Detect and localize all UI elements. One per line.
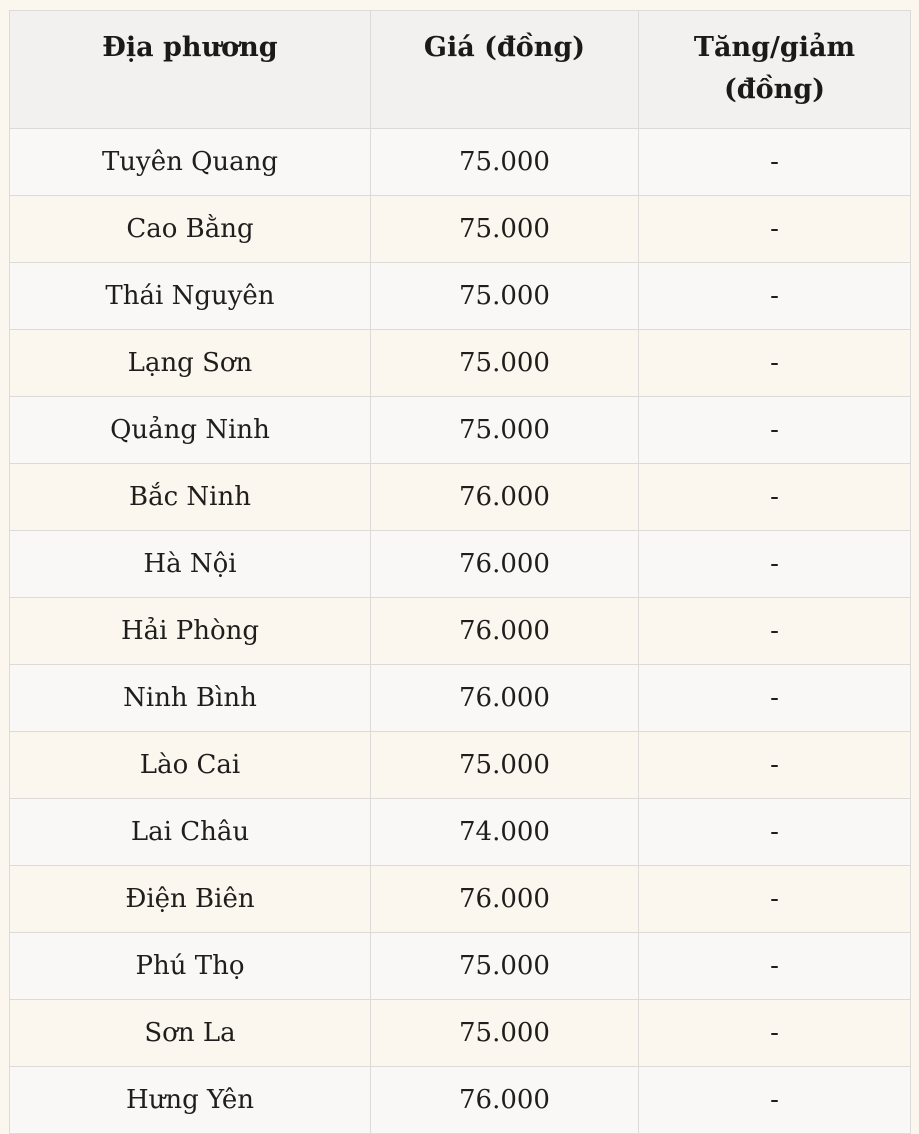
table-row: Bắc Ninh 76.000 - <box>9 463 911 531</box>
table-row: Ninh Bình 76.000 - <box>9 664 911 732</box>
cell-change: - <box>638 463 911 531</box>
cell-price: 76.000 <box>370 1066 639 1134</box>
table-row: Lạng Sơn 75.000 - <box>9 329 911 397</box>
table-body: Tuyên Quang 75.000 - Cao Bằng 75.000 - T… <box>9 128 911 1134</box>
col-header-price: Giá (đồng) <box>370 10 639 129</box>
price-table: Địa phương Giá (đồng) Tăng/giảm (đồng) T… <box>9 10 911 1134</box>
table-row: Lai Châu 74.000 - <box>9 798 911 866</box>
cell-price: 76.000 <box>370 463 639 531</box>
cell-price: 75.000 <box>370 932 639 1000</box>
col-header-change: Tăng/giảm (đồng) <box>638 10 911 129</box>
cell-locality: Điện Biên <box>9 865 371 933</box>
cell-change: - <box>638 329 911 397</box>
col-header-locality: Địa phương <box>9 10 371 129</box>
cell-change: - <box>638 664 911 732</box>
cell-change: - <box>638 128 911 196</box>
cell-change: - <box>638 195 911 263</box>
cell-change: - <box>638 999 911 1067</box>
cell-price: 76.000 <box>370 530 639 598</box>
cell-price: 76.000 <box>370 664 639 732</box>
cell-price: 76.000 <box>370 865 639 933</box>
cell-price: 75.000 <box>370 999 639 1067</box>
cell-price: 75.000 <box>370 731 639 799</box>
table-row: Hưng Yên 76.000 - <box>9 1066 911 1134</box>
cell-price: 76.000 <box>370 597 639 665</box>
table-row: Cao Bằng 75.000 - <box>9 195 911 263</box>
cell-locality: Sơn La <box>9 999 371 1067</box>
cell-price: 75.000 <box>370 195 639 263</box>
cell-price: 75.000 <box>370 329 639 397</box>
cell-change: - <box>638 262 911 330</box>
table-row: Thái Nguyên 75.000 - <box>9 262 911 330</box>
cell-locality: Tuyên Quang <box>9 128 371 196</box>
table-row: Quảng Ninh 75.000 - <box>9 396 911 464</box>
table-row: Lào Cai 75.000 - <box>9 731 911 799</box>
cell-locality: Hưng Yên <box>9 1066 371 1134</box>
cell-locality: Cao Bằng <box>9 195 371 263</box>
table-row: Sơn La 75.000 - <box>9 999 911 1067</box>
table-row: Phú Thọ 75.000 - <box>9 932 911 1000</box>
table-header: Địa phương Giá (đồng) Tăng/giảm (đồng) <box>9 10 911 129</box>
cell-locality: Phú Thọ <box>9 932 371 1000</box>
cell-change: - <box>638 396 911 464</box>
cell-locality: Lai Châu <box>9 798 371 866</box>
table-row: Điện Biên 76.000 - <box>9 865 911 933</box>
cell-change: - <box>638 530 911 598</box>
table-row: Hải Phòng 76.000 - <box>9 597 911 665</box>
header-row: Địa phương Giá (đồng) Tăng/giảm (đồng) <box>9 10 911 129</box>
cell-locality: Lào Cai <box>9 731 371 799</box>
cell-price: 75.000 <box>370 396 639 464</box>
table-row: Hà Nội 76.000 - <box>9 530 911 598</box>
cell-locality: Ninh Bình <box>9 664 371 732</box>
cell-change: - <box>638 597 911 665</box>
cell-price: 74.000 <box>370 798 639 866</box>
cell-change: - <box>638 731 911 799</box>
cell-locality: Bắc Ninh <box>9 463 371 531</box>
cell-price: 75.000 <box>370 128 639 196</box>
cell-locality: Hà Nội <box>9 530 371 598</box>
cell-locality: Quảng Ninh <box>9 396 371 464</box>
table-row: Tuyên Quang 75.000 - <box>9 128 911 196</box>
cell-change: - <box>638 1066 911 1134</box>
cell-locality: Hải Phòng <box>9 597 371 665</box>
cell-locality: Thái Nguyên <box>9 262 371 330</box>
cell-change: - <box>638 932 911 1000</box>
cell-price: 75.000 <box>370 262 639 330</box>
cell-locality: Lạng Sơn <box>9 329 371 397</box>
cell-change: - <box>638 798 911 866</box>
cell-change: - <box>638 865 911 933</box>
